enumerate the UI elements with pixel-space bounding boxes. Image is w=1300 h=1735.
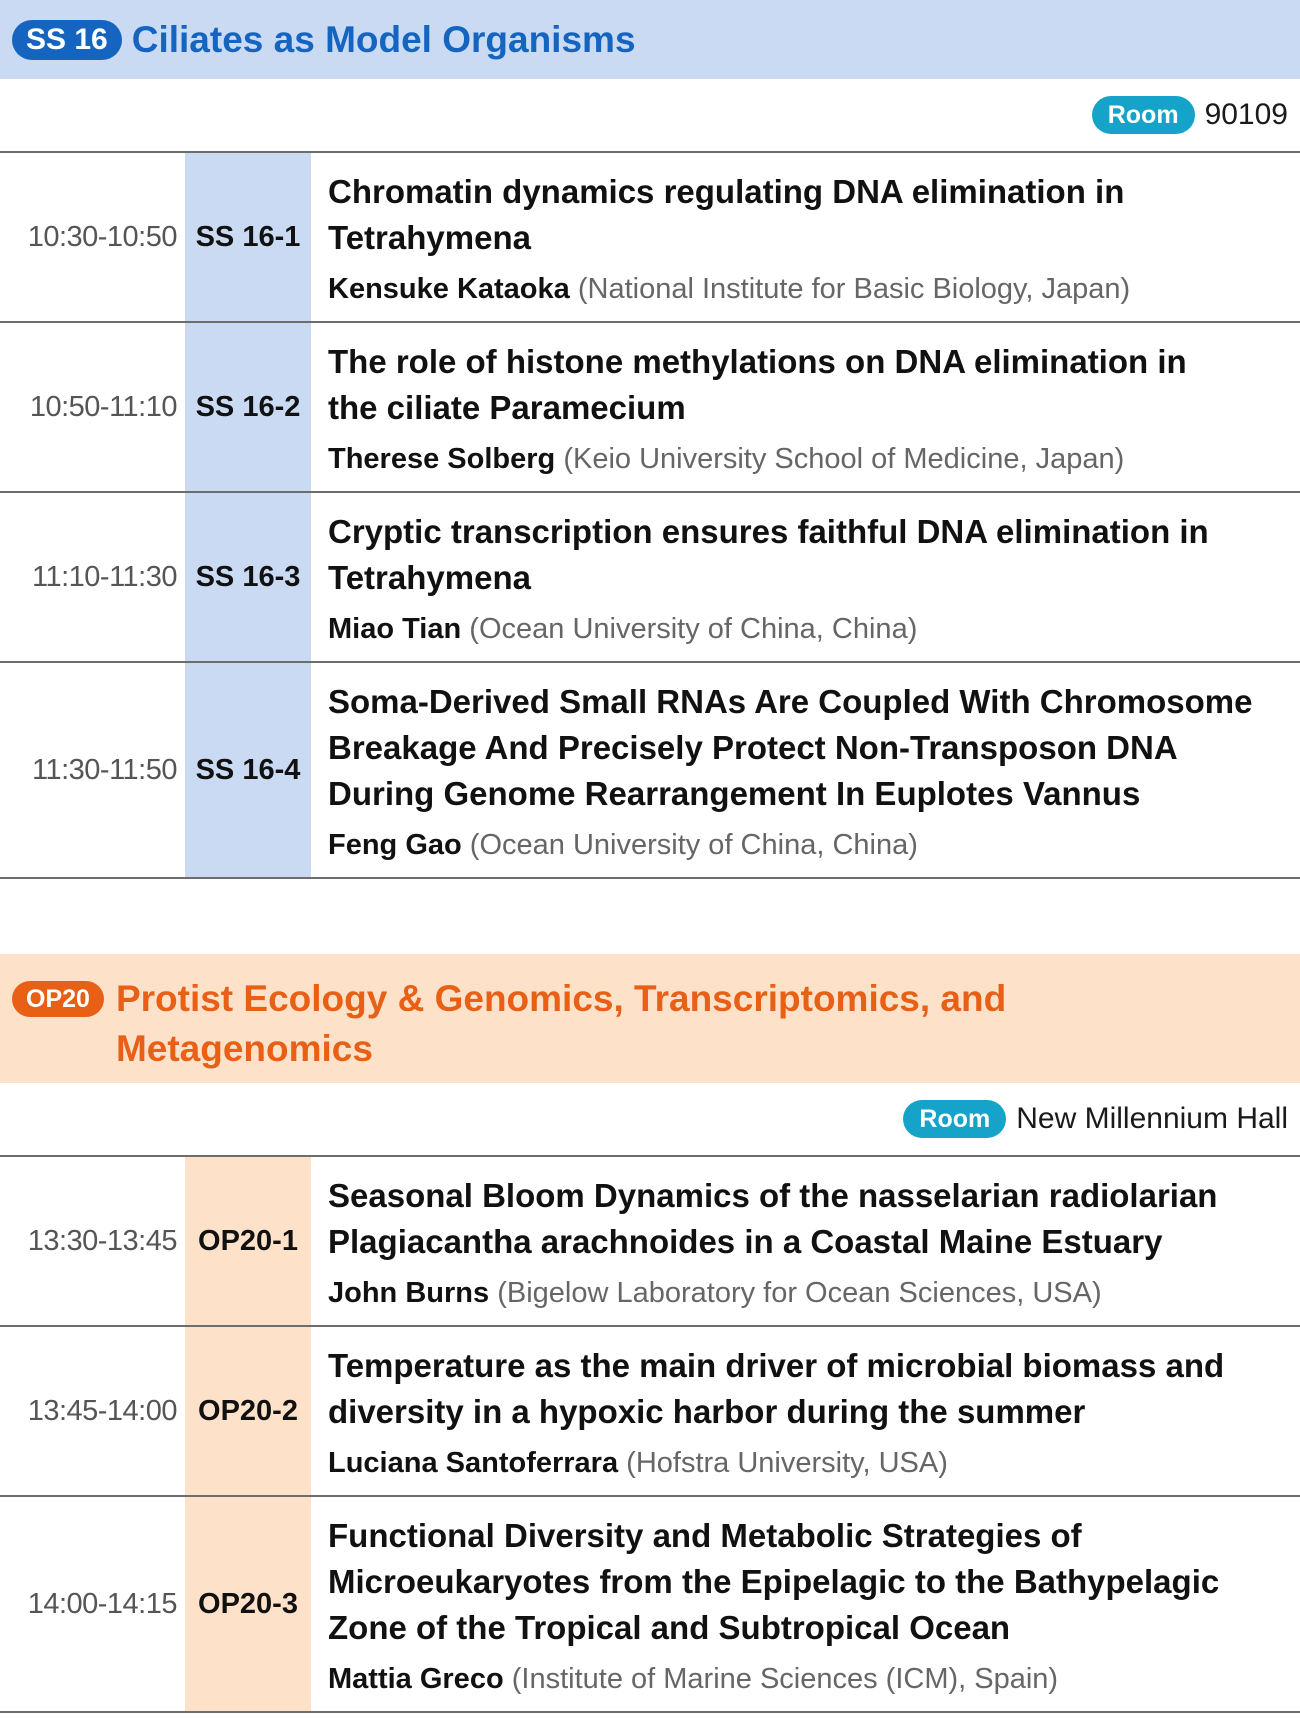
talk-author: Feng Gao (Ocean University of China, Chi… bbox=[328, 825, 1300, 865]
talk-time: 10:50-11:10 bbox=[29, 390, 178, 423]
room-row: Room New Millennium Hall bbox=[0, 1083, 1300, 1157]
session-title-line: Metagenomics bbox=[115, 1028, 373, 1069]
talk-author: Mattia Greco (Institute of Marine Scienc… bbox=[328, 1659, 1300, 1699]
talk-time: 11:30-11:50 bbox=[32, 753, 178, 786]
talk-time: 11:10-11:30 bbox=[32, 560, 178, 593]
talk-title-line: Breakage And Precisely Protect Non-Trans… bbox=[328, 729, 1178, 766]
talk-code: SS 16-2 bbox=[185, 323, 311, 491]
talk-author: Kensuke Kataoka (National Institute for … bbox=[328, 269, 1300, 309]
talk-body: Seasonal Bloom Dynamics of the nasselari… bbox=[311, 1157, 1300, 1325]
talk-title: The role of histone methylations on DNA … bbox=[328, 339, 1300, 431]
session-title: Protist Ecology & Genomics, Transcriptom… bbox=[116, 974, 1006, 1074]
talk-affiliation: (National Institute for Basic Biology, J… bbox=[577, 273, 1131, 305]
session-id-badge: SS 16 bbox=[12, 19, 122, 60]
session-header: OP20 Protist Ecology & Genomics, Transcr… bbox=[0, 954, 1300, 1083]
talk-affiliation: (Ocean University of China, China) bbox=[469, 613, 918, 645]
talk-code: OP20-2 bbox=[185, 1327, 311, 1495]
talk-author: John Burns (Bigelow Laboratory for Ocean… bbox=[328, 1273, 1300, 1313]
room-badge: Room bbox=[903, 1100, 1007, 1138]
talk-title: Chromatin dynamics regulating DNA elimin… bbox=[328, 169, 1300, 261]
session-header: SS 16 Ciliates as Model Organisms bbox=[0, 0, 1300, 79]
talk-row: 10:30-10:50 SS 16-1 Chromatin dynamics r… bbox=[0, 153, 1300, 323]
talk-author: Luciana Santoferrara (Hofstra University… bbox=[328, 1443, 1300, 1483]
talk-title-line: Temperature as the main driver of microb… bbox=[328, 1347, 1225, 1384]
talk-row: 11:30-11:50 SS 16-4 Soma-Derived Small R… bbox=[0, 663, 1300, 879]
talk-title-line: Cryptic transcription ensures faithful D… bbox=[328, 513, 1209, 550]
talk-code: SS 16-4 bbox=[185, 663, 311, 877]
talk-row: 13:30-13:45 OP20-1 Seasonal Bloom Dynami… bbox=[0, 1157, 1300, 1327]
talk-title-line: the ciliate Paramecium bbox=[328, 389, 686, 426]
talk-affiliation: (Institute of Marine Sciences (ICM), Spa… bbox=[511, 1663, 1059, 1695]
talk-title-line: During Genome Rearrangement In Euplotes … bbox=[328, 775, 1141, 812]
talk-affiliation: (Bigelow Laboratory for Ocean Sciences, … bbox=[497, 1277, 1102, 1309]
talk-affiliation: (Ocean University of China, China) bbox=[469, 829, 918, 861]
session-ss16: SS 16 Ciliates as Model Organisms Room 9… bbox=[0, 0, 1300, 879]
talk-body: Temperature as the main driver of microb… bbox=[311, 1327, 1300, 1495]
session-op20: OP20 Protist Ecology & Genomics, Transcr… bbox=[0, 954, 1300, 1713]
talk-speaker: John Burns bbox=[328, 1277, 490, 1309]
room-name: New Millennium Hall bbox=[1016, 1102, 1288, 1135]
talk-body: Functional Diversity and Metabolic Strat… bbox=[311, 1497, 1300, 1711]
talk-row: 10:50-11:10 SS 16-2 The role of histone … bbox=[0, 323, 1300, 493]
room-name: 90109 bbox=[1204, 98, 1288, 131]
talk-speaker: Kensuke Kataoka bbox=[328, 273, 570, 305]
talk-speaker: Feng Gao bbox=[328, 829, 462, 861]
talk-body: Soma-Derived Small RNAs Are Coupled With… bbox=[311, 663, 1300, 877]
talk-title-line: Microeukaryotes from the Epipelagic to t… bbox=[328, 1563, 1220, 1600]
talk-title-line: Tetrahymena bbox=[328, 219, 531, 256]
talk-title: Temperature as the main driver of microb… bbox=[328, 1343, 1300, 1435]
talk-title-line: Plagiacantha arachnoides in a Coastal Ma… bbox=[328, 1223, 1163, 1260]
talk-time: 10:30-10:50 bbox=[27, 220, 178, 253]
talk-body: Cryptic transcription ensures faithful D… bbox=[311, 493, 1300, 661]
talk-title-line: Functional Diversity and Metabolic Strat… bbox=[328, 1517, 1082, 1554]
talk-author: Therese Solberg (Keio University School … bbox=[328, 439, 1300, 479]
room-badge: Room bbox=[1091, 96, 1195, 134]
talk-title: Functional Diversity and Metabolic Strat… bbox=[328, 1513, 1300, 1651]
talk-code: OP20-1 bbox=[185, 1157, 311, 1325]
session-title: Ciliates as Model Organisms bbox=[131, 18, 636, 60]
talk-code: SS 16-3 bbox=[185, 493, 311, 661]
talk-time: 14:00-14:15 bbox=[27, 1587, 178, 1620]
talk-body: Chromatin dynamics regulating DNA elimin… bbox=[311, 153, 1300, 321]
talk-title-line: Seasonal Bloom Dynamics of the nasselari… bbox=[328, 1177, 1218, 1214]
talk-speaker: Luciana Santoferrara bbox=[328, 1447, 619, 1479]
talk-row: 11:10-11:30 SS 16-3 Cryptic transcriptio… bbox=[0, 493, 1300, 663]
session-id-badge: OP20 bbox=[12, 981, 104, 1017]
talk-title-line: Zone of the Tropical and Subtropical Oce… bbox=[328, 1609, 1011, 1646]
talk-author: Miao Tian (Ocean University of China, Ch… bbox=[328, 609, 1300, 649]
talk-title-line: The role of histone methylations on DNA … bbox=[328, 343, 1187, 380]
talk-body: The role of histone methylations on DNA … bbox=[311, 323, 1300, 491]
talk-row: 14:00-14:15 OP20-3 Functional Diversity … bbox=[0, 1497, 1300, 1713]
talk-speaker: Mattia Greco bbox=[328, 1663, 504, 1695]
talk-row: 13:45-14:00 OP20-2 Temperature as the ma… bbox=[0, 1327, 1300, 1497]
talk-title-line: diversity in a hypoxic harbor during the… bbox=[328, 1393, 1086, 1430]
talk-speaker: Therese Solberg bbox=[328, 443, 556, 475]
talk-title-line: Soma-Derived Small RNAs Are Coupled With… bbox=[328, 683, 1253, 720]
talk-code: SS 16-1 bbox=[185, 153, 311, 321]
room-row: Room 90109 bbox=[0, 79, 1300, 153]
session-title-line: Protist Ecology & Genomics, Transcriptom… bbox=[115, 978, 1007, 1019]
talk-title: Cryptic transcription ensures faithful D… bbox=[328, 509, 1300, 601]
talk-title: Seasonal Bloom Dynamics of the nasselari… bbox=[328, 1173, 1300, 1265]
talk-code: OP20-3 bbox=[185, 1497, 311, 1711]
talk-title: Soma-Derived Small RNAs Are Coupled With… bbox=[328, 679, 1300, 817]
talk-time: 13:30-13:45 bbox=[27, 1224, 178, 1257]
talk-time: 13:45-14:00 bbox=[27, 1394, 178, 1427]
talk-affiliation: (Hofstra University, USA) bbox=[626, 1447, 948, 1479]
talk-title-line: Tetrahymena bbox=[328, 559, 531, 596]
talk-speaker: Miao Tian bbox=[328, 613, 462, 645]
talk-affiliation: (Keio University School of Medicine, Jap… bbox=[563, 443, 1125, 475]
talk-title-line: Chromatin dynamics regulating DNA elimin… bbox=[328, 173, 1125, 210]
